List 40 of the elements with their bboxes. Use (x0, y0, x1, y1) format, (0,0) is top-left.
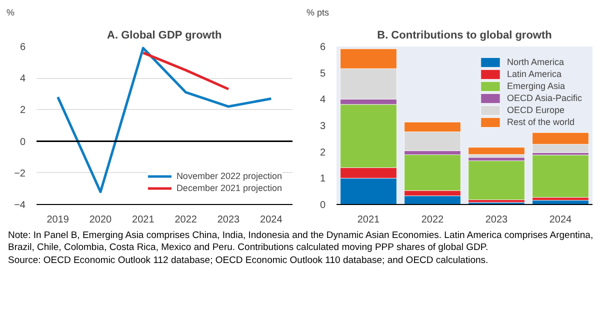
y-tick-label: 4 (320, 94, 326, 106)
source-note: Source: OECD Economic Outlook 112 database; OECD Economic Outlook 110 database; and OECD calculations. (8, 254, 490, 268)
x-tick-label: 2022 (174, 214, 198, 226)
y-tick-label: 0 (20, 136, 26, 148)
legend-label: Emerging Asia (506, 80, 565, 92)
y-tick-label: 0 (320, 200, 326, 211)
y-tick-label: 6 (20, 42, 26, 53)
x-tick-label: 2023 (485, 214, 508, 226)
x-tick-label: 2022 (421, 214, 444, 226)
x-tick-label: 2021 (132, 214, 155, 226)
legend-label: Latin America (506, 68, 562, 80)
x-tick-label: 2024 (260, 214, 283, 226)
text: Note: In Panel B, Emerging Asia comprises China, India, Indonesia and the Dynamic Asian Economies. Latin America comprises Argentina, Brazil, Chile, Colombia, Costa Rica, Mexico and Peru. Contributions calculated moving PPP shares of global GDP. (8, 230, 594, 255)
chart-title: B. Contributions to global growth (377, 30, 552, 42)
bar (468, 147, 525, 155)
y-tick-label: −4 (14, 200, 26, 211)
legend-label: December 2021 projection (176, 182, 282, 194)
legend-label: North America (506, 56, 564, 68)
y-tick-label: 2 (20, 105, 26, 116)
x-tick-label: 2021 (357, 214, 380, 226)
legend-label: OECD Europe (506, 104, 564, 116)
x-tick-label: 2023 (217, 214, 240, 226)
legend-label: November 2022 projection (176, 170, 282, 182)
legend-label: Rest of the world (506, 116, 574, 128)
y-axis-title: % pts (306, 8, 330, 18)
y-axis-title: % (6, 8, 15, 18)
y-tick-label: 4 (20, 74, 26, 85)
x-tick-label: 2020 (89, 214, 112, 226)
y-tick-label: 6 (320, 42, 326, 53)
x-tick-label: 2019 (46, 214, 70, 226)
y-tick-label: 5 (320, 68, 326, 80)
legend-label: OECD Asia-Pacific (506, 92, 582, 104)
bar (468, 160, 525, 200)
y-tick-label: 1 (320, 174, 326, 185)
y-tick-label: 2 (320, 147, 326, 158)
y-tick-label: 3 (320, 121, 326, 132)
y-tick-label: −2 (14, 168, 26, 180)
chart-title: A. Global GDP growth (107, 30, 222, 42)
bar (532, 154, 589, 198)
x-tick-label: 2024 (549, 214, 572, 226)
